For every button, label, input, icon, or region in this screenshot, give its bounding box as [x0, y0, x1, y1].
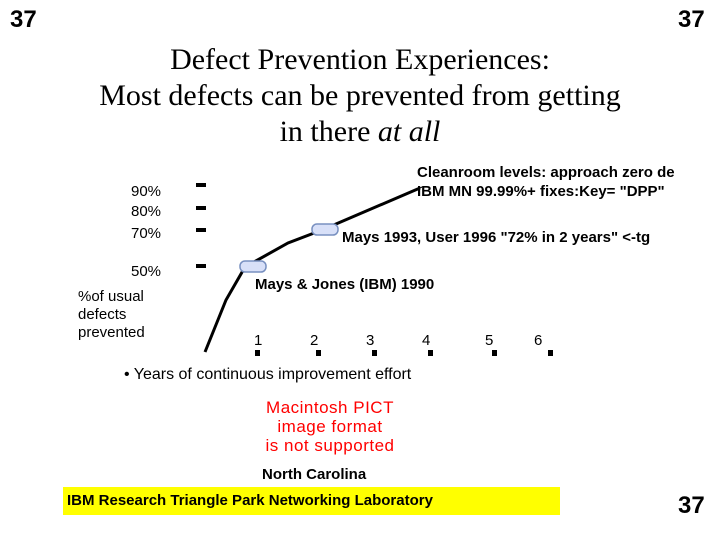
marker-mays-jones	[239, 260, 267, 273]
placeholder-line-2: image format	[277, 417, 383, 436]
x-label-5: 5	[485, 332, 494, 349]
x-axis-caption: • Years of continuous improvement effort	[124, 366, 412, 383]
y-axis-label-line-2: defects	[78, 306, 127, 323]
y-axis-label: %of usual defects prevented	[78, 288, 145, 342]
slide-number-top-right: 37	[678, 6, 705, 33]
y-label-50: 50%	[131, 263, 162, 280]
annotation-mays-1993: Mays 1993, User 1996 "72% in 2 years" <-…	[342, 229, 651, 246]
y-label-80: 80%	[131, 203, 162, 220]
title-line-3-prefix: in there	[279, 115, 378, 148]
slide-number-top-left: 37	[10, 6, 37, 33]
title-line-3-italic: at all	[377, 115, 441, 148]
marker-mays-1993	[311, 223, 339, 236]
x-tick-1	[255, 350, 260, 356]
trend-curve-thin	[419, 186, 423, 189]
y-axis-label-line-3: prevented	[78, 324, 145, 341]
x-label-1: 1	[254, 332, 263, 349]
annotation-cleanroom-line-1: Cleanroom levels: approach zero de	[417, 164, 675, 181]
x-tick-3	[372, 350, 377, 356]
unsupported-image-placeholder: Macintosh PICT image format is not suppo…	[235, 398, 425, 455]
title-line-2: Most defects can be prevented from getti…	[99, 79, 621, 112]
x-label-6: 6	[534, 332, 543, 349]
lab-banner-text: IBM Research Triangle Park Networking La…	[67, 492, 433, 509]
x-tick-6	[548, 350, 553, 356]
x-tick-4	[428, 350, 433, 356]
title-line-1: Defect Prevention Experiences:	[170, 43, 550, 76]
y-label-70: 70%	[131, 225, 162, 242]
trend-curve-thick	[203, 186, 421, 353]
x-label-2: 2	[310, 332, 319, 349]
annotation-mays-jones: Mays & Jones (IBM) 1990	[255, 276, 435, 293]
annotation-cleanroom-line-2: IBM MN 99.99%+ fixes:Key= "DPP"	[417, 183, 665, 200]
north-carolina-label: North Carolina	[262, 466, 367, 483]
slide-title: Defect Prevention Experiences: Most defe…	[0, 42, 720, 150]
placeholder-line-3: is not supported	[265, 436, 395, 455]
slide-number-bottom-right: 37	[678, 492, 705, 519]
x-tick-5	[492, 350, 497, 356]
lab-banner: IBM Research Triangle Park Networking La…	[63, 487, 560, 515]
x-label-3: 3	[366, 332, 375, 349]
x-label-4: 4	[422, 332, 431, 349]
y-label-90: 90%	[131, 183, 162, 200]
placeholder-line-1: Macintosh PICT	[266, 398, 394, 417]
x-tick-2	[316, 350, 321, 356]
y-axis-label-line-1: %of usual	[78, 288, 144, 305]
title-line-3: in there at all	[0, 114, 720, 150]
